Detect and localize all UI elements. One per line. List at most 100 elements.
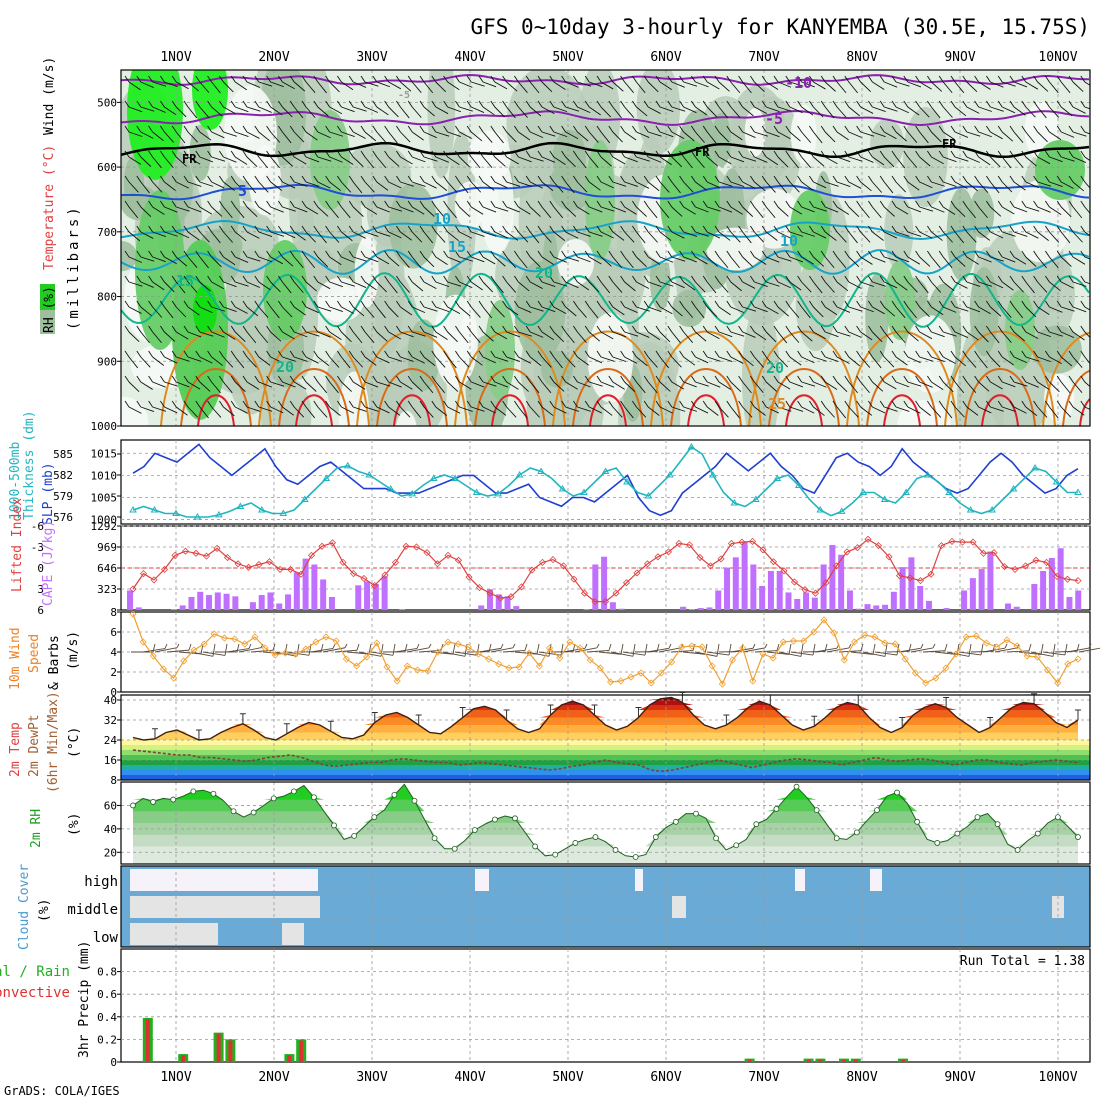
wind-barb-flag [254,225,260,233]
surface-wind-barb [898,647,922,653]
date-label-bottom: 3NOV [356,1070,387,1085]
wind-barb [270,106,283,116]
wind-barb [541,331,554,341]
wind-barb [400,281,410,293]
wind-barb-flag [301,275,307,283]
wind-barb-flag [525,150,531,158]
thickness-marker [666,471,674,478]
axis-tick-label: 0 [110,686,117,699]
wind-barb [777,356,788,368]
wind-barb-flag [573,175,578,183]
wind-barb [364,131,377,142]
wind-barb [706,106,718,118]
surface-wind-barb [166,649,190,653]
wind-speed-point [688,642,696,650]
wind-barb [470,131,483,142]
wind-speed-point [718,680,726,688]
wind-barb-flag [1045,225,1050,233]
wind-barb-flag [714,375,720,383]
wind-barb [860,81,872,93]
wind-barb [541,356,552,368]
wind-barb [164,306,174,319]
lifted-index-point [496,594,505,602]
wind-barb-flag [160,350,165,358]
surface-wind-barb [238,647,262,653]
wind-barb-flag [289,125,295,133]
wind-barb [636,106,648,117]
wind-barb-flag [407,175,413,183]
wind-barb [529,106,542,117]
wind-barb-flag [584,150,590,158]
wind-barb [907,231,922,237]
wind-barb [695,181,707,191]
lifted-index-point [612,589,620,597]
wind-barb-flag [207,100,212,108]
wind-barb-flag [195,75,201,83]
wind-barb [140,306,152,317]
wind-barb [187,306,200,316]
lifted-index-point [864,535,872,543]
wind-barb [305,306,319,314]
wind-barb [565,106,580,112]
wind-barb [152,81,167,87]
wind-barb-flag [691,175,696,183]
wind-barb-flag [608,375,614,383]
wind-barb [919,356,934,362]
wind-barb [919,406,931,416]
wind-barb-flag [1056,125,1062,133]
contour-30 [572,368,644,426]
wind-barb [919,156,931,167]
wind-barb-flag [702,125,708,133]
wind-barb-flag [962,350,968,358]
cape-bar [1057,548,1064,610]
wind-speed-point [241,640,249,648]
wind-barb [1061,131,1075,138]
wind-barb-flag [313,200,319,208]
wind-barb [671,231,685,239]
wind-barb-flag [986,225,991,233]
wind-speed-point [180,657,188,665]
wind-barb [388,281,398,294]
cape-bar [179,605,186,610]
wind-barb [187,406,198,418]
wind-barb-flag [927,325,932,333]
contour-5 [121,183,1090,201]
wind-barb [246,181,257,194]
wind-barb-flag [903,225,909,233]
wind-barb [1084,256,1090,260]
wind-barb-flag [1033,300,1038,308]
wind-barb-flag [761,250,767,258]
wind-barb [766,281,780,287]
wind-barb [411,106,422,118]
wind-barb-flag [136,100,142,108]
surface-wind-barb [958,651,982,656]
wind-barb [223,131,237,137]
wind-barb [742,356,754,367]
wind-barb [494,256,506,267]
wind-barb [329,206,339,219]
wind-barb-flag [620,150,625,158]
wind-barb-flag [632,150,637,158]
wind-barb [895,206,909,215]
cape-bar [1031,583,1038,610]
wind-barb [128,181,139,193]
rh2m-point [290,788,297,795]
wind-barb [931,256,941,269]
wind-barb [246,356,257,368]
wind-speed-point [373,639,381,647]
wind-barb-flag [455,300,460,308]
wind-barb [506,131,517,143]
wind-barb-flag [691,275,696,283]
wind-barb-flag [868,375,873,383]
surface-wind-barb [826,647,850,653]
wind-barb [211,306,226,312]
wind-barb [777,131,791,140]
wind-barb-flag [1056,225,1062,233]
wind-barb [447,231,459,242]
wind-barb [730,306,744,313]
wind-barb-flag [242,250,248,258]
thickness-marker [236,502,245,509]
wind-barb [1037,106,1047,119]
lifted-index-point [759,546,767,554]
wind-barb [813,231,827,239]
